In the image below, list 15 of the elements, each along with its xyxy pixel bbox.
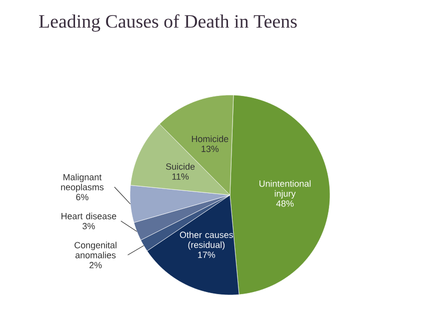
data-label: 6% [76, 194, 88, 200]
data-label: 48% [276, 200, 294, 207]
slice-label: Heart disease [62, 212, 116, 220]
chart-title: Leading Causes of Death in Teens [39, 14, 297, 32]
data-label: 3% [82, 222, 95, 230]
data-label: 2% [90, 262, 102, 268]
slice-label: Malignant neoplasms [61, 174, 104, 192]
slice-label: Congenital anomalies [74, 242, 116, 258]
slice-label: Suicide [166, 163, 195, 170]
data-label: 17% [198, 252, 216, 258]
slice-label: Other causes (residual) [180, 231, 233, 250]
slice-label: Unintentional injury [260, 180, 311, 199]
data-label: 13% [202, 146, 219, 152]
data-label: 11% [172, 173, 189, 180]
slice-label: Homicide [192, 136, 228, 142]
